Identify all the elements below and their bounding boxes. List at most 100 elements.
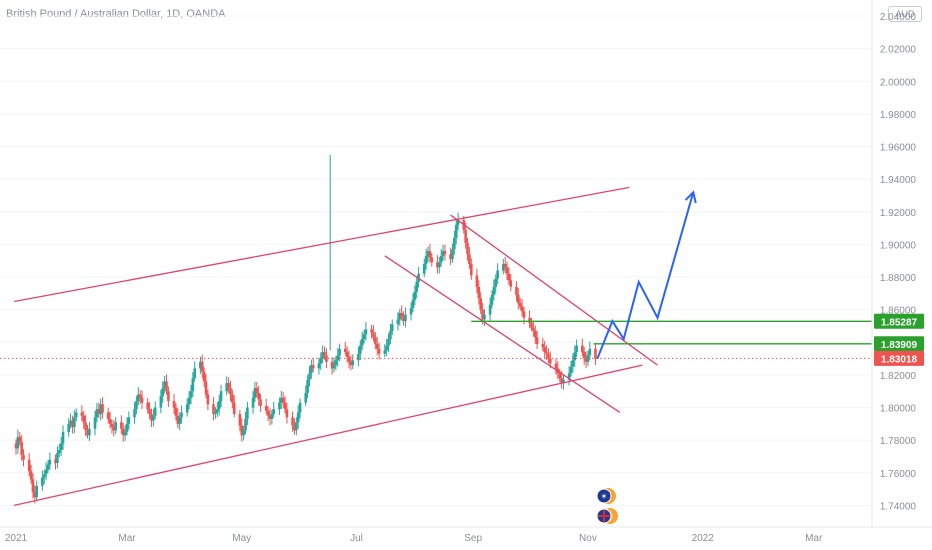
- candle-body: [61, 432, 65, 444]
- candle: [402, 311, 405, 326]
- candle: [428, 243, 432, 263]
- candle-body: [161, 387, 165, 397]
- candle: [69, 413, 72, 429]
- candle-body: [374, 337, 377, 344]
- candle-body: [323, 352, 326, 356]
- candle: [509, 273, 513, 292]
- candle: [71, 415, 74, 434]
- candle-body: [477, 286, 481, 299]
- candle: [317, 357, 321, 375]
- candle: [400, 305, 403, 321]
- time-axis[interactable]: 2021 Mar May Jul Sep Nov 2022 Mar: [0, 526, 932, 544]
- candle-body: [311, 365, 315, 369]
- candle-body: [18, 436, 22, 442]
- candle: [453, 230, 456, 255]
- candle: [84, 415, 87, 437]
- candle-body: [59, 443, 63, 450]
- candle: [426, 246, 430, 263]
- candle: [306, 375, 309, 399]
- candle-body: [347, 356, 351, 362]
- price-label-text: 1.83909: [881, 340, 918, 351]
- candle: [246, 401, 249, 426]
- candle-body: [466, 242, 469, 255]
- candle: [217, 394, 221, 416]
- drawings[interactable]: [0, 186, 872, 507]
- candle: [35, 480, 38, 502]
- candle: [167, 386, 170, 407]
- candle-body: [488, 304, 492, 315]
- candle-body: [317, 363, 321, 369]
- candle-body: [370, 329, 373, 333]
- australia-flag-icon[interactable]: ✶: [596, 488, 616, 504]
- candle-body: [86, 430, 89, 436]
- candle-body: [191, 378, 195, 392]
- candle: [477, 280, 481, 305]
- candle-body: [430, 257, 434, 263]
- candle: [148, 401, 151, 419]
- candle-body: [383, 350, 387, 354]
- candle: [310, 359, 313, 379]
- candle: [93, 411, 97, 436]
- candle-body: [530, 322, 533, 328]
- candle: [454, 219, 458, 245]
- candle-body: [285, 409, 289, 418]
- support-price-label[interactable]: 1.85287: [874, 313, 924, 329]
- price-label-box: [874, 350, 924, 366]
- candle: [22, 449, 25, 467]
- candle: [436, 255, 439, 274]
- candle: [136, 387, 140, 406]
- candle: [349, 355, 353, 371]
- candle-body: [584, 358, 588, 362]
- candle: [27, 453, 31, 477]
- candle: [501, 258, 505, 275]
- candle: [319, 352, 323, 370]
- candle-body: [33, 492, 37, 498]
- candle-body: [443, 250, 447, 255]
- candle-body: [509, 280, 513, 287]
- lower-channel-line[interactable]: [13, 364, 643, 507]
- support-price-label[interactable]: 1.83909: [874, 336, 924, 352]
- current-price-label[interactable]: 1.83018: [874, 350, 924, 366]
- candle: [80, 405, 84, 421]
- candle-body: [283, 402, 287, 410]
- candle-body: [554, 363, 558, 369]
- candle-body: [101, 404, 104, 413]
- candle-body: [244, 418, 247, 431]
- candle-body: [174, 407, 178, 416]
- candle-body: [193, 368, 197, 379]
- uk-flag-icon[interactable]: [596, 508, 618, 524]
- candle-body: [501, 264, 505, 271]
- candle-body: [108, 418, 112, 424]
- candle: [41, 470, 44, 491]
- candle-body: [121, 428, 125, 436]
- candle: [140, 390, 144, 409]
- falling-channel-upper-line[interactable]: [450, 214, 658, 366]
- price-label-text: 1.83018: [881, 354, 918, 365]
- price-axis[interactable]: 1.740001.760001.780001.800001.820001.840…: [871, 0, 924, 527]
- projection-path[interactable]: [596, 191, 695, 359]
- candle: [125, 417, 129, 436]
- candle: [42, 469, 46, 485]
- candle: [185, 398, 189, 417]
- candle-body: [580, 345, 584, 353]
- candle: [330, 357, 334, 375]
- candle: [469, 258, 473, 280]
- candle: [441, 244, 445, 261]
- candle: [229, 380, 232, 402]
- svg-text:✶: ✶: [601, 492, 608, 501]
- currency-badge[interactable]: AUD: [888, 6, 922, 22]
- candle: [146, 398, 149, 414]
- candle: [278, 397, 281, 416]
- upper-channel-line[interactable]: [14, 186, 630, 303]
- candle-body: [588, 348, 592, 356]
- price-tick-label: 1.90000: [880, 240, 917, 251]
- candle-body: [202, 371, 206, 382]
- event-icons[interactable]: ✶: [596, 488, 618, 524]
- candle-body: [424, 255, 428, 264]
- candle-body: [532, 327, 535, 331]
- candle-body: [456, 219, 460, 225]
- falling-channel-lower-line[interactable]: [384, 255, 621, 413]
- candle-body: [165, 381, 168, 392]
- price-tick-label: 1.98000: [880, 110, 917, 121]
